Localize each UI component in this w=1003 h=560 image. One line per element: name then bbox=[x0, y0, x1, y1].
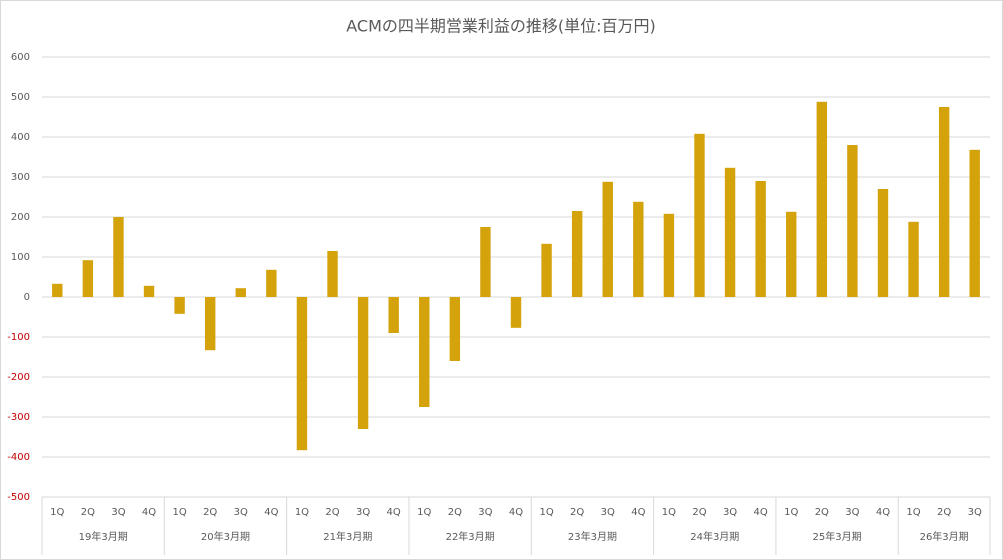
bar bbox=[694, 133, 705, 297]
x-tick-label: 1Q bbox=[906, 507, 920, 518]
bar bbox=[449, 297, 461, 361]
bar bbox=[602, 181, 613, 297]
x-tick-label: 4Q bbox=[876, 507, 890, 518]
y-tick-label: 500 bbox=[11, 92, 30, 103]
x-tick-label: 1Q bbox=[784, 507, 798, 518]
x-tick-label: 4Q bbox=[387, 507, 401, 518]
x-tick-label: 3Q bbox=[234, 507, 248, 518]
y-tick-label: 400 bbox=[11, 132, 30, 143]
bar bbox=[480, 227, 491, 297]
group-label: 23年3月期 bbox=[568, 530, 617, 543]
x-tick-label: 1Q bbox=[50, 507, 64, 518]
bar bbox=[266, 269, 277, 297]
bar bbox=[755, 181, 766, 297]
bar bbox=[52, 283, 63, 297]
bar bbox=[938, 107, 950, 297]
y-tick-label: -400 bbox=[7, 452, 30, 463]
bar bbox=[786, 211, 797, 297]
x-tick-label: 3Q bbox=[601, 507, 615, 518]
bar bbox=[357, 297, 369, 429]
x-tick-label: 4Q bbox=[754, 507, 768, 518]
bar bbox=[541, 243, 552, 297]
x-tick-label: 2Q bbox=[815, 507, 829, 518]
group-label: 19年3月期 bbox=[79, 530, 128, 543]
bar bbox=[724, 167, 736, 297]
bar bbox=[204, 297, 216, 351]
bar bbox=[816, 101, 828, 297]
group-label: 21年3月期 bbox=[323, 530, 372, 543]
x-tick-label: 1Q bbox=[295, 507, 309, 518]
y-tick-label: 300 bbox=[11, 172, 30, 183]
bar bbox=[663, 213, 675, 297]
bar bbox=[174, 297, 185, 314]
group-label: 20年3月期 bbox=[201, 530, 250, 543]
y-tick-label: -300 bbox=[7, 412, 30, 423]
group-label: 25年3月期 bbox=[813, 530, 862, 543]
chart-title: ACMの四半期営業利益の推移(単位:百万円) bbox=[346, 17, 656, 36]
bar bbox=[296, 297, 308, 451]
bar bbox=[143, 285, 155, 297]
group-label: 26年3月期 bbox=[920, 530, 969, 543]
x-tick-label: 1Q bbox=[172, 507, 186, 518]
x-tick-label: 2Q bbox=[203, 507, 217, 518]
x-tick-label: 1Q bbox=[539, 507, 553, 518]
bar bbox=[847, 145, 858, 297]
bar bbox=[969, 149, 980, 297]
y-tick-label: -200 bbox=[7, 372, 30, 383]
x-tick-label: 2Q bbox=[448, 507, 462, 518]
x-tick-label: 3Q bbox=[723, 507, 737, 518]
x-tick-label: 2Q bbox=[81, 507, 95, 518]
y-tick-label: 600 bbox=[11, 52, 30, 63]
x-tick-label: 4Q bbox=[631, 507, 645, 518]
bar bbox=[388, 297, 399, 333]
bar bbox=[419, 297, 430, 407]
bar bbox=[327, 251, 338, 297]
x-tick-label: 2Q bbox=[692, 507, 706, 518]
x-tick-label: 3Q bbox=[968, 507, 982, 518]
bar bbox=[908, 221, 919, 297]
x-tick-label: 3Q bbox=[845, 507, 859, 518]
bar bbox=[633, 201, 644, 297]
x-tick-label: 2Q bbox=[325, 507, 339, 518]
group-label: 22年3月期 bbox=[446, 530, 495, 543]
x-tick-label: 2Q bbox=[570, 507, 584, 518]
y-tick-label: 200 bbox=[11, 212, 30, 223]
x-tick-label: 4Q bbox=[509, 507, 523, 518]
bar bbox=[82, 260, 94, 297]
x-tick-label: 4Q bbox=[264, 507, 278, 518]
x-tick-label: 1Q bbox=[662, 507, 676, 518]
y-tick-label: -500 bbox=[7, 492, 30, 503]
bar bbox=[235, 288, 246, 297]
y-tick-label: -100 bbox=[7, 332, 30, 343]
bar bbox=[571, 211, 583, 297]
y-tick-label: 0 bbox=[24, 292, 30, 303]
bar bbox=[510, 297, 522, 328]
group-label: 24年3月期 bbox=[690, 530, 739, 543]
bar bbox=[877, 189, 889, 297]
bar bbox=[113, 217, 124, 297]
x-tick-label: 3Q bbox=[478, 507, 492, 518]
x-tick-label: 2Q bbox=[937, 507, 951, 518]
x-tick-label: 4Q bbox=[142, 507, 156, 518]
x-tick-label: 1Q bbox=[417, 507, 431, 518]
x-tick-label: 3Q bbox=[356, 507, 370, 518]
y-tick-label: 100 bbox=[11, 252, 30, 263]
x-tick-label: 3Q bbox=[111, 507, 125, 518]
